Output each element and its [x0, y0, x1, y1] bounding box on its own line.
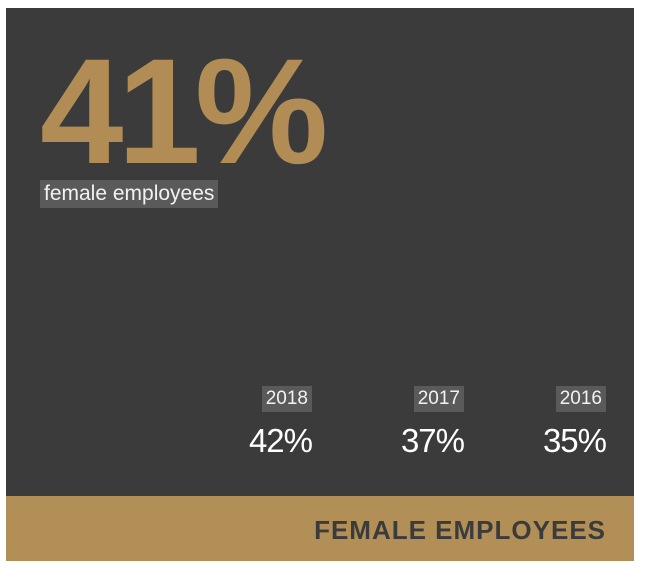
year-label: 2016	[555, 386, 606, 412]
year-value: 37%	[400, 422, 465, 459]
footer-bar: FEMALE EMPLOYEES	[6, 496, 634, 561]
year-value: 42%	[248, 422, 313, 459]
footer-title: FEMALE EMPLOYEES	[314, 515, 606, 545]
year-stat-2018: 2018 42%	[192, 386, 313, 459]
year-stat-2017: 2017 37%	[344, 386, 465, 459]
year-label: 2018	[261, 386, 312, 412]
year-stat-2016: 2016 35%	[486, 386, 607, 459]
headline-percentage: 41%	[40, 27, 328, 195]
female-employees-card: 41% female employees 2018 42% 2017 37% 2…	[6, 8, 634, 561]
year-label: 2017	[413, 386, 464, 412]
headline-label: female employees	[40, 180, 219, 208]
year-value: 35%	[542, 422, 607, 459]
